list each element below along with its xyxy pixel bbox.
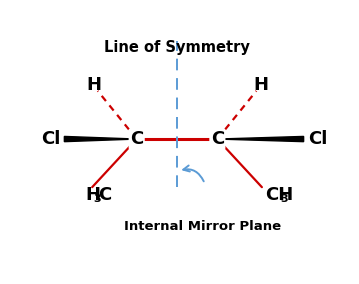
Text: CH: CH	[265, 186, 293, 204]
Text: Line of Symmetry: Line of Symmetry	[104, 39, 250, 55]
Text: H: H	[253, 76, 268, 95]
Text: H: H	[85, 186, 100, 204]
Text: C: C	[99, 186, 112, 204]
Text: 3: 3	[280, 194, 288, 204]
Text: C: C	[211, 130, 224, 148]
FancyArrowPatch shape	[183, 166, 204, 181]
Polygon shape	[218, 136, 304, 142]
Text: Cl: Cl	[308, 130, 327, 148]
Polygon shape	[64, 136, 137, 142]
Text: 3: 3	[93, 194, 101, 204]
Text: H: H	[86, 76, 101, 95]
Text: Internal Mirror Plane: Internal Mirror Plane	[123, 220, 281, 233]
Text: Cl: Cl	[41, 130, 60, 148]
Text: C: C	[130, 130, 143, 148]
